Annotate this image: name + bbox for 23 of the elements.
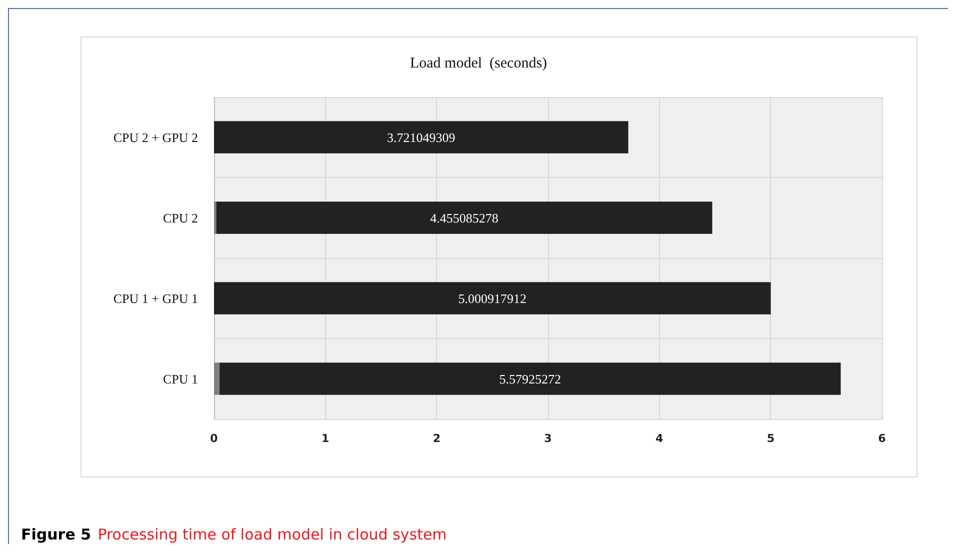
x-tick-label: 6	[878, 432, 886, 445]
data-label: 3.721049309	[387, 130, 456, 145]
data-label: 5.57925272	[499, 371, 562, 386]
caption: Figure 5	[21, 526, 92, 544]
bar	[216, 202, 712, 234]
chart-title: Load model (seconds)	[410, 56, 548, 72]
x-tick-label: 0	[210, 432, 218, 445]
y-tick-label: CPU 1 + GPU 1	[113, 290, 198, 306]
data-label: 5.000917912	[458, 290, 527, 306]
x-tick-label: 5	[766, 432, 774, 445]
x-tick-label: 4	[656, 432, 664, 445]
bar	[214, 362, 220, 395]
y-tick-label: CPU 1	[162, 371, 198, 386]
x-tick-label: 1	[322, 432, 330, 445]
y-tick-label: CPU 2	[162, 210, 198, 226]
bar	[214, 282, 771, 314]
x-tick-label: 2	[432, 432, 440, 445]
bar	[214, 121, 628, 154]
x-tick-label: 3	[544, 432, 552, 445]
bar	[220, 362, 841, 395]
y-tick-label: CPU 2 + GPU 2	[113, 130, 198, 145]
text: Processing time of load model in cloud system	[98, 526, 447, 544]
data-label: 4.455085278	[430, 210, 498, 226]
